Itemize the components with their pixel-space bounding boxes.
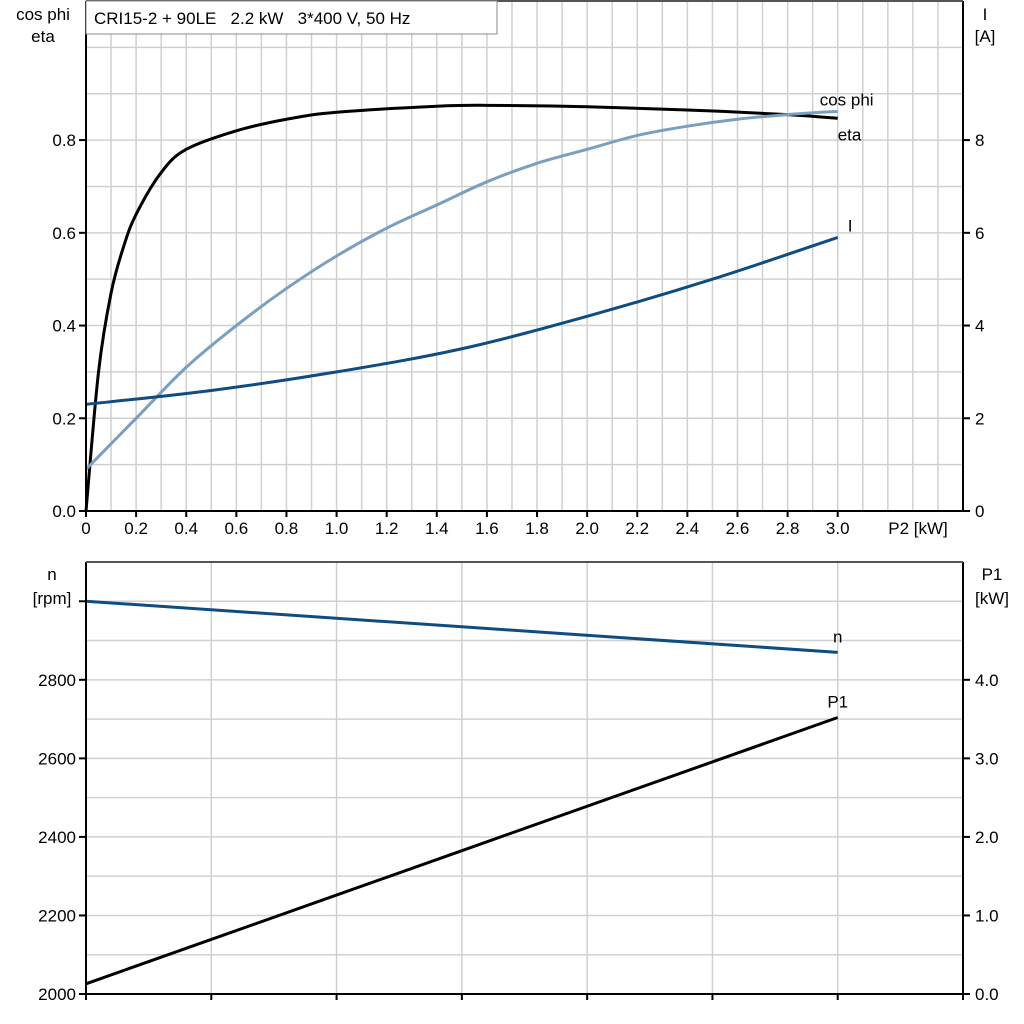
x-tick-label: 0.2 — [124, 519, 148, 538]
curve-cos-phi — [84, 109, 838, 471]
x-tick-label: 0 — [81, 519, 90, 538]
x-tick-label: 3.0 — [826, 519, 850, 538]
y-right-tick-label: 3.0 — [975, 749, 999, 768]
y-left-tick-label: 0.4 — [52, 317, 76, 336]
y-right-tick-label: 4 — [975, 317, 984, 336]
y-right-tick-label: 8 — [975, 131, 984, 150]
x-tick-label: 1.4 — [425, 519, 449, 538]
top-ylabel-left-2: eta — [31, 27, 55, 46]
bot-ylabel-left-2: [rpm] — [33, 589, 72, 608]
series-label-cos-phi: cos phi — [820, 90, 874, 109]
bot-ylabel-right-1: P1 — [982, 565, 1003, 584]
x-tick-label: 0.4 — [174, 519, 198, 538]
y-left-tick-label: 2600 — [38, 749, 76, 768]
bottom-grid — [85, 561, 964, 995]
x-tick-label: 1.8 — [525, 519, 549, 538]
bot-ylabel-left-1: n — [47, 565, 56, 584]
y-left-tick-label: 2200 — [38, 906, 76, 925]
x-tick-label: 0.6 — [225, 519, 249, 538]
top-ylabel-right-2: [A] — [975, 27, 996, 46]
y-left-tick-label: 0.6 — [52, 224, 76, 243]
y-left-tick-label: 0.2 — [52, 409, 76, 428]
x-tick-label: 2.4 — [676, 519, 700, 538]
y-right-tick-label: 0.0 — [975, 985, 999, 1004]
series-label-n: n — [833, 627, 842, 646]
x-tick-label: 2.2 — [625, 519, 649, 538]
top-xlabel: P2 [kW] — [888, 519, 948, 538]
curves: eta cos phi In P1 — [84, 90, 874, 986]
x-tick-label: 2.6 — [726, 519, 750, 538]
x-tick-label: 0.8 — [275, 519, 299, 538]
bot-ylabel-right-2: [kW] — [975, 589, 1009, 608]
y-right-tick-label: 6 — [975, 224, 984, 243]
y-right-tick-label: 1.0 — [975, 906, 999, 925]
y-left-tick-label: 2400 — [38, 828, 76, 847]
curve-P1 — [85, 716, 839, 986]
title-box — [85, 0, 498, 35]
series-label-eta: eta — [838, 125, 862, 144]
y-left-tick-label: 0.0 — [52, 502, 76, 521]
y-right-tick-label: 4.0 — [975, 671, 999, 690]
x-tick-label: 2.8 — [776, 519, 800, 538]
chart-title: CRI15-2 + 90LE 2.2 kW 3*400 V, 50 Hz — [94, 9, 410, 28]
y-right-tick-label: 0 — [975, 502, 984, 521]
y-left-tick-label: 2000 — [38, 985, 76, 1004]
series-label-I: I — [848, 216, 853, 235]
top-ylabel-right-1: I — [983, 5, 988, 24]
y-left-tick-label: 0.8 — [52, 131, 76, 150]
x-tick-label: 1.2 — [375, 519, 399, 538]
x-tick-label: 1.6 — [475, 519, 499, 538]
y-right-tick-label: 2 — [975, 409, 984, 428]
top-ylabel-left-1: cos phi — [16, 5, 70, 24]
y-left-tick-label: 2800 — [38, 671, 76, 690]
x-tick-label: 1.0 — [325, 519, 349, 538]
curve-I — [85, 236, 839, 406]
x-tick-label: 2.0 — [575, 519, 599, 538]
y-right-tick-label: 2.0 — [975, 828, 999, 847]
series-label-P1: P1 — [827, 693, 848, 712]
curve-n — [85, 599, 838, 654]
top-grid — [85, 0, 964, 512]
axes: 0.0 0.2 0.4 0.6 0.8 0 2 4 6 8 0 0.2 0.4 0.6 0.8 1.0 1.2 1… — [38, 0, 999, 1004]
curve-eta — [84, 103, 838, 512]
